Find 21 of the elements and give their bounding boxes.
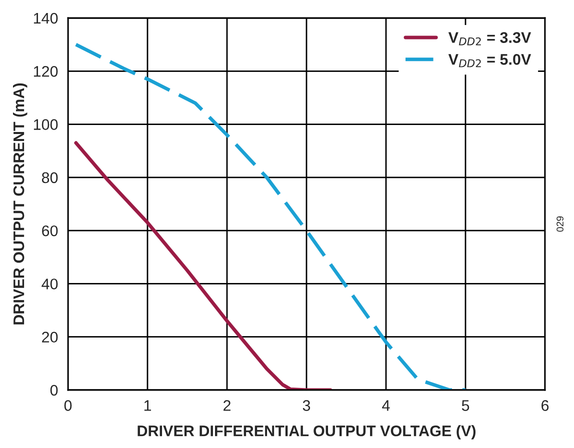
legend-label: V$_{DD2}$ = 3.3V [448,32,532,46]
text: 029 [556,216,564,232]
y-tick-label: 80 [42,172,58,184]
y-tick-label: 100 [34,119,58,130]
x-tick-label: 6 [542,400,549,411]
x-tick-label: 5 [462,400,470,411]
y-tick-label: 120 [34,66,58,77]
y-tick-label: 20 [42,332,58,343]
x-tick-label: 0 [64,400,72,411]
y-tick-label: 0 [50,384,58,396]
y-axis-title: DRIVER OUTPUT CURRENT (mA) [12,83,28,324]
x-tick-label: 3 [302,400,310,411]
x-tick-label: 1 [144,400,152,411]
x-axis-title: DRIVER DIFFERENTIAL OUTPUT VOLTAGE (V) [138,425,476,440]
line-series [74,141,332,390]
y-tick-label: 40 [42,278,58,290]
legend-label: V$_{DD2}$ = 5.0V [448,54,532,68]
x-tick-label: 4 [382,400,390,411]
x-tick-label: 2 [224,400,230,411]
y-tick-label: 60 [42,225,58,236]
y-tick-label: 140 [34,12,58,24]
